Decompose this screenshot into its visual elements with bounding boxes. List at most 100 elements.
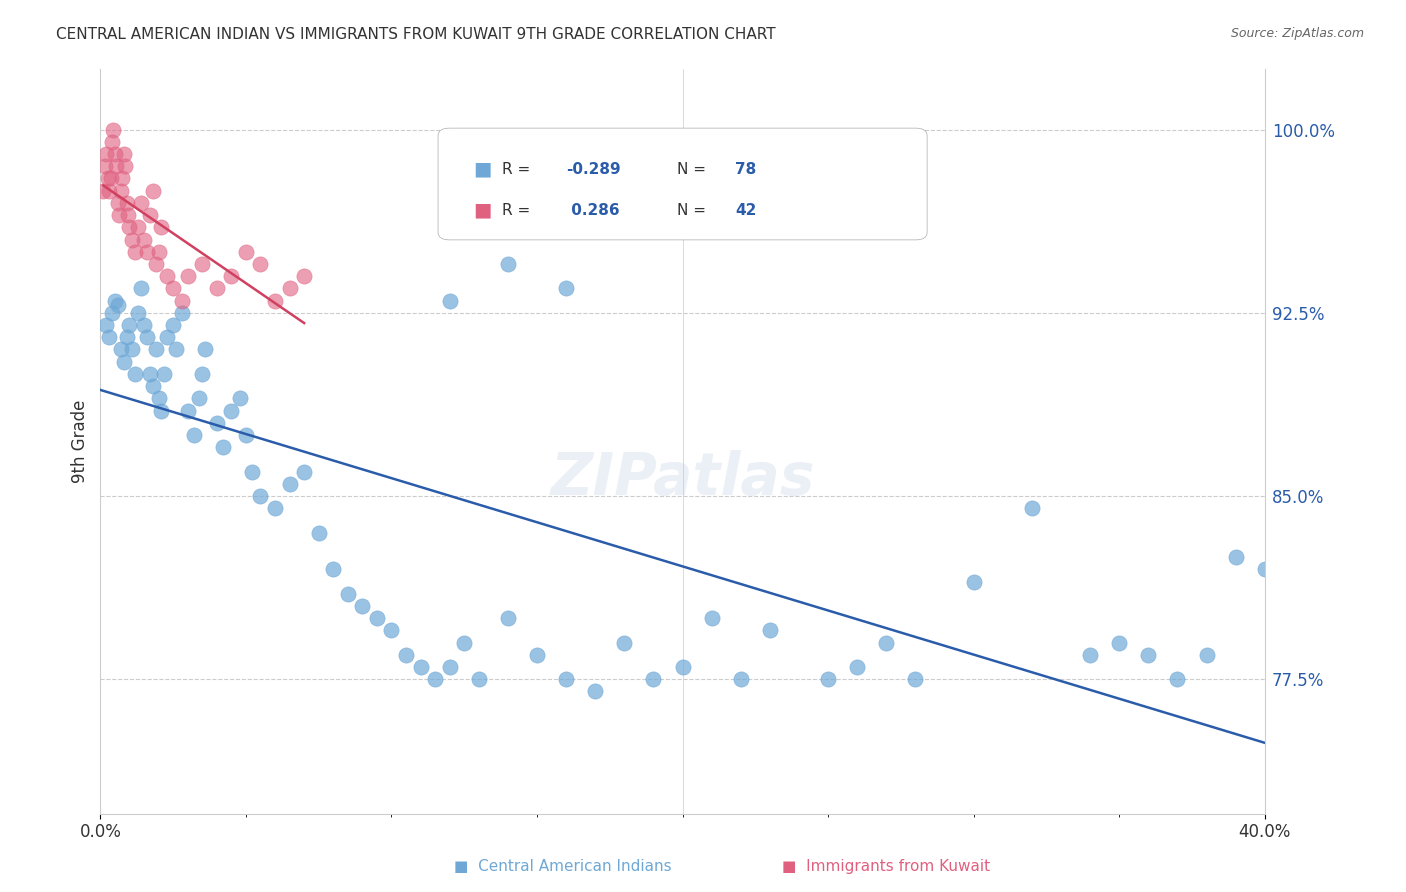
Point [221, 269, 243, 284]
Point [132, 233, 155, 247]
Point [156, 330, 179, 344]
Point [124, 367, 146, 381]
Point [162, 318, 184, 332]
Point [453, 635, 475, 649]
Point [235, 428, 257, 442]
Text: 0.286: 0.286 [567, 202, 620, 218]
Point [107, 298, 129, 312]
Text: ■: ■ [472, 201, 491, 219]
Point [423, 672, 446, 686]
Point [496, 611, 519, 625]
Point [730, 672, 752, 686]
Text: R =: R = [502, 161, 536, 177]
Point [150, 220, 173, 235]
Point [117, 208, 139, 222]
Point [468, 672, 491, 686]
Text: Source: ZipAtlas.com: Source: ZipAtlas.com [1230, 27, 1364, 40]
Point [107, 195, 129, 210]
Point [1137, 648, 1160, 662]
Point [165, 343, 187, 357]
Point [191, 257, 214, 271]
Point [136, 330, 159, 344]
Point [145, 257, 167, 271]
Point [308, 525, 330, 540]
Point [118, 318, 141, 332]
Point [132, 318, 155, 332]
Point [170, 306, 193, 320]
Point [1021, 501, 1043, 516]
Point [700, 611, 723, 625]
Point [101, 135, 124, 149]
Point [1078, 648, 1101, 662]
Point [129, 195, 152, 210]
Point [142, 379, 165, 393]
Text: ■  Central American Indians: ■ Central American Indians [454, 859, 671, 874]
Point [249, 489, 271, 503]
Point [1166, 672, 1188, 686]
Point [278, 281, 301, 295]
Point [211, 440, 233, 454]
Point [115, 195, 138, 210]
Point [110, 184, 132, 198]
Point [105, 159, 128, 173]
Point [145, 343, 167, 357]
Point [846, 660, 869, 674]
Point [93, 159, 115, 173]
Point [148, 392, 170, 406]
Point [98, 184, 121, 198]
Point [643, 672, 665, 686]
Point [96, 147, 118, 161]
Point [194, 343, 217, 357]
Point [1225, 550, 1247, 565]
Point [156, 269, 179, 284]
Point [98, 330, 121, 344]
Point [104, 147, 127, 161]
Point [292, 465, 315, 479]
Point [118, 220, 141, 235]
Point [221, 403, 243, 417]
Point [817, 672, 839, 686]
Point [103, 122, 125, 136]
Point [100, 171, 122, 186]
Point [153, 367, 176, 381]
Point [292, 269, 315, 284]
Point [115, 330, 138, 344]
Point [127, 306, 149, 320]
Text: 78: 78 [735, 161, 756, 177]
Point [249, 257, 271, 271]
Point [121, 233, 143, 247]
Point [148, 244, 170, 259]
Point [278, 476, 301, 491]
Point [409, 660, 432, 674]
Point [613, 635, 636, 649]
Point [336, 587, 359, 601]
Point [110, 343, 132, 357]
Point [875, 635, 897, 649]
Point [352, 599, 374, 613]
Point [150, 403, 173, 417]
Point [759, 624, 782, 638]
Text: ■: ■ [472, 160, 491, 178]
Point [264, 293, 287, 308]
Text: ZIPatlas: ZIPatlas [550, 450, 815, 507]
Point [235, 244, 257, 259]
FancyBboxPatch shape [439, 128, 927, 240]
Point [142, 184, 165, 198]
Point [124, 244, 146, 259]
Point [240, 465, 263, 479]
Point [555, 281, 578, 295]
Point [112, 147, 135, 161]
Text: 42: 42 [735, 202, 756, 218]
Point [188, 392, 211, 406]
Point [97, 171, 120, 186]
Point [439, 660, 461, 674]
Point [205, 416, 228, 430]
Point [112, 354, 135, 368]
Point [91, 184, 114, 198]
Point [322, 562, 344, 576]
Point [526, 648, 548, 662]
Y-axis label: 9th Grade: 9th Grade [72, 400, 89, 483]
Text: -0.289: -0.289 [567, 161, 621, 177]
Point [229, 392, 252, 406]
Point [127, 220, 149, 235]
